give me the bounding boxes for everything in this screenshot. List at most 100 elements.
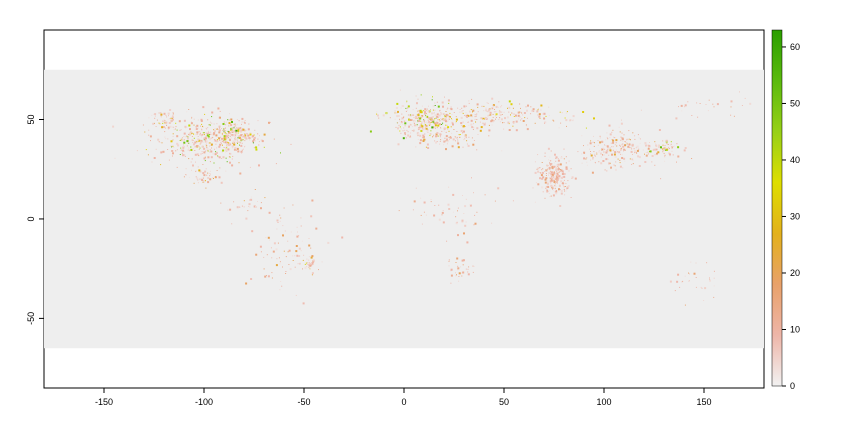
raster-cell bbox=[444, 114, 446, 116]
raster-cell bbox=[614, 137, 616, 139]
raster-cell bbox=[684, 275, 686, 277]
x-tick-label: 50 bbox=[499, 397, 509, 407]
raster-cell bbox=[639, 142, 641, 144]
raster-cell bbox=[170, 119, 173, 122]
raster-cell bbox=[175, 126, 177, 128]
raster-cell bbox=[197, 119, 199, 121]
raster-cell bbox=[302, 268, 303, 270]
raster-cell bbox=[622, 143, 624, 145]
raster-cell bbox=[411, 130, 413, 132]
raster-cell bbox=[425, 214, 427, 216]
raster-cell bbox=[447, 140, 449, 142]
raster-cell bbox=[230, 123, 232, 125]
raster-cell bbox=[300, 250, 302, 252]
raster-cell bbox=[423, 125, 425, 127]
raster-cell bbox=[144, 131, 146, 133]
raster-cell bbox=[569, 119, 572, 122]
raster-cell bbox=[636, 152, 638, 154]
raster-cell bbox=[538, 113, 541, 116]
raster-cell bbox=[554, 174, 556, 176]
x-tick-label: 100 bbox=[596, 397, 611, 407]
raster-cell bbox=[663, 152, 665, 154]
raster-cell bbox=[524, 117, 526, 119]
raster-cell bbox=[207, 135, 210, 138]
raster-cell bbox=[558, 175, 561, 178]
raster-cell bbox=[425, 116, 427, 117]
raster-cell bbox=[183, 151, 185, 153]
raster-cell bbox=[169, 118, 171, 120]
raster-cell bbox=[623, 148, 626, 151]
raster-cell bbox=[708, 99, 710, 101]
raster-cell bbox=[213, 132, 216, 135]
raster-cell bbox=[209, 138, 212, 141]
raster-cell bbox=[240, 140, 242, 142]
raster-cell bbox=[184, 154, 186, 156]
raster-cell bbox=[239, 136, 241, 138]
raster-cell bbox=[219, 167, 221, 169]
raster-cell bbox=[233, 143, 236, 146]
raster-cell bbox=[422, 128, 425, 130]
raster-cell bbox=[684, 304, 686, 306]
raster-cell bbox=[563, 158, 565, 160]
raster-cell bbox=[176, 166, 178, 168]
raster-cell bbox=[217, 139, 218, 141]
raster-cell bbox=[546, 182, 548, 184]
raster-cell bbox=[209, 124, 211, 125]
raster-cell bbox=[546, 169, 548, 171]
raster-cell bbox=[170, 140, 173, 143]
raster-cell bbox=[603, 148, 605, 149]
raster-cell bbox=[556, 181, 558, 183]
raster-cell bbox=[448, 119, 450, 120]
raster-cell bbox=[288, 249, 291, 252]
raster-cell bbox=[209, 149, 211, 151]
raster-cell bbox=[266, 275, 267, 277]
raster-cell bbox=[630, 147, 632, 149]
raster-cell bbox=[220, 202, 222, 204]
raster-cell bbox=[563, 173, 566, 175]
raster-cell bbox=[207, 177, 210, 179]
raster-cell bbox=[548, 192, 550, 194]
raster-cell bbox=[253, 138, 256, 141]
raster-cell bbox=[431, 126, 434, 129]
raster-cell bbox=[417, 98, 419, 100]
raster-cell bbox=[457, 107, 459, 109]
raster-cell bbox=[237, 129, 240, 132]
raster-cell bbox=[437, 135, 439, 137]
raster-cell bbox=[222, 123, 225, 125]
raster-cell bbox=[408, 118, 410, 121]
raster-cell bbox=[271, 277, 273, 279]
raster-cell bbox=[671, 150, 673, 152]
raster-cell bbox=[376, 111, 378, 113]
raster-cell bbox=[557, 166, 559, 167]
raster-cell bbox=[621, 147, 623, 149]
raster-cell bbox=[438, 204, 440, 206]
raster-cell bbox=[263, 133, 266, 136]
raster-cell bbox=[565, 166, 568, 169]
raster-cell bbox=[418, 113, 420, 115]
raster-cell bbox=[425, 124, 428, 127]
raster-cell bbox=[209, 175, 211, 177]
raster-cell bbox=[424, 127, 426, 129]
raster-cell bbox=[231, 121, 233, 123]
raster-cell bbox=[435, 141, 437, 144]
raster-cell bbox=[451, 145, 454, 148]
raster-cell bbox=[230, 127, 233, 130]
raster-cell bbox=[563, 148, 565, 150]
raster-cell bbox=[446, 120, 448, 122]
raster-cell bbox=[634, 138, 636, 140]
raster-cell bbox=[621, 119, 622, 121]
raster-cell bbox=[534, 122, 536, 124]
raster-cell bbox=[436, 113, 439, 116]
raster-cell bbox=[275, 264, 278, 267]
raster-cell bbox=[564, 190, 565, 192]
raster-cell bbox=[181, 138, 183, 140]
raster-cell bbox=[378, 117, 380, 119]
raster-cell bbox=[225, 147, 227, 149]
raster-cell bbox=[160, 115, 162, 117]
raster-cell bbox=[464, 135, 467, 138]
raster-cell bbox=[614, 144, 616, 146]
raster-cell bbox=[163, 126, 165, 128]
raster-cell bbox=[439, 133, 442, 136]
raster-cell bbox=[460, 272, 462, 274]
